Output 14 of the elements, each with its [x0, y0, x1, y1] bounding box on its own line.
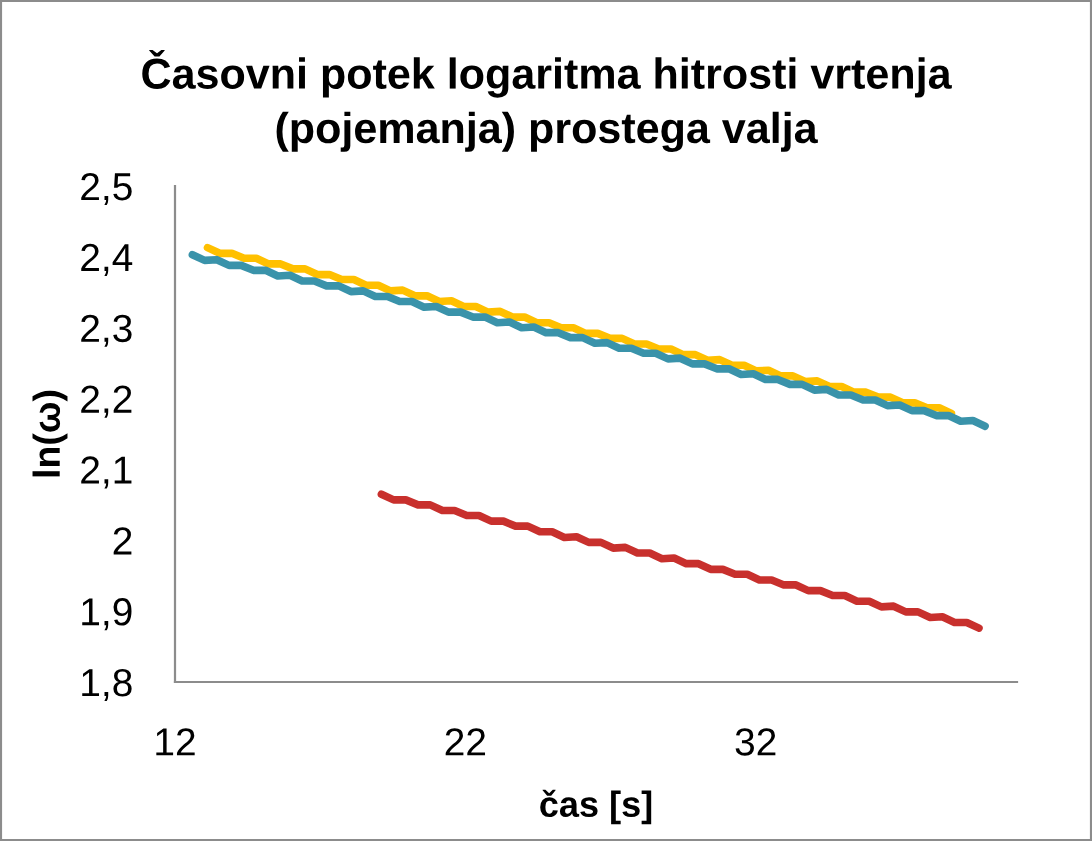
y-tick-label: 2 [113, 527, 132, 555]
x-tick-label: 32 [735, 728, 776, 756]
y-axis-title: ln(ω) [32, 390, 68, 477]
x-tick-label: 12 [156, 728, 195, 756]
y-tick-label: 1,8 [82, 668, 132, 702]
y-tick-label: 2,5 [81, 172, 132, 206]
y-tick-label: 2,3 [81, 314, 132, 347]
chart-title: Časovni potek logaritma hitrosti vrtenja (pojemanja) prostega valja [142, 50, 952, 153]
y-tick-label: 2,1 [81, 456, 132, 489]
x-axis-title: čas [s] [540, 789, 652, 825]
y-tick-label: 1,9 [82, 598, 132, 631]
y-tick-label: 2,2 [81, 385, 132, 418]
y-tick-label: 2,4 [81, 243, 133, 276]
x-tick-label: 22 [445, 728, 486, 756]
